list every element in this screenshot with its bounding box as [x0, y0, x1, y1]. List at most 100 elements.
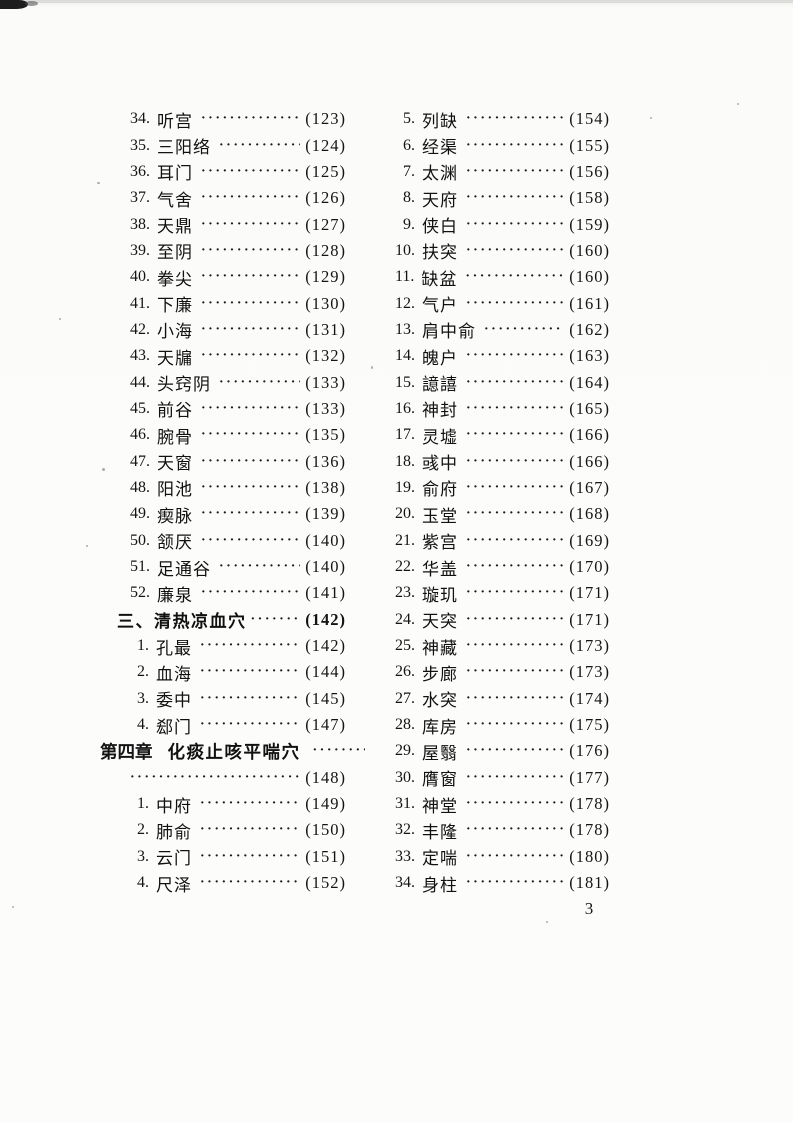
entry-page: (161)	[569, 293, 610, 313]
dot-leader	[201, 480, 300, 496]
entry-page: (166)	[569, 425, 610, 445]
scan-speck	[650, 117, 652, 119]
entry-number: 31.	[395, 795, 415, 813]
dot-leader	[201, 533, 300, 549]
toc-column-right: 5. 列缺 (154) 6. 经渠 (155) 7. 太渊 (156) 8.	[395, 106, 610, 896]
dot-leader	[466, 796, 564, 812]
toc-entry: 27. 水突 (174)	[395, 686, 610, 712]
entry-number: 3.	[137, 847, 149, 865]
toc-entry: 47. 天窗 (136)	[96, 448, 346, 474]
dot-leader	[200, 638, 300, 654]
dot-leader	[466, 638, 564, 654]
scan-speck	[371, 366, 373, 369]
entry-number: 24.	[395, 610, 415, 628]
entry-title: 身柱	[422, 875, 458, 895]
toc-entry: 29. 屋翳 (176)	[395, 738, 610, 764]
toc-entry: 42. 小海 (131)	[96, 317, 346, 343]
entry-title: 水突	[422, 691, 458, 711]
entry-page: (148)	[305, 767, 346, 787]
entry-title: 颔厌	[157, 533, 193, 553]
entry-page: (133)	[305, 398, 346, 418]
toc-entry: (148)	[96, 765, 346, 791]
entry-number: 50.	[130, 531, 150, 549]
entry-number: 34.	[395, 874, 415, 892]
dot-leader	[466, 454, 564, 470]
entry-page: (126)	[305, 188, 346, 208]
dot-leader	[466, 559, 564, 575]
entry-title: 委中	[156, 691, 192, 711]
dot-leader	[466, 822, 564, 838]
toc-entry: 26. 步廊 (173)	[395, 659, 610, 685]
entry-page: (177)	[569, 767, 610, 787]
entry-title: 膺窗	[422, 770, 458, 790]
entry-number: 15.	[395, 373, 415, 391]
entry-number: 30.	[395, 768, 415, 786]
dot-leader	[466, 849, 564, 865]
entry-title: 扶突	[422, 243, 458, 263]
dot-leader	[219, 559, 300, 575]
scan-speck	[59, 318, 61, 320]
toc-entry: 51. 足通谷 (140)	[96, 554, 346, 580]
toc-entry: 8. 天府 (158)	[395, 185, 610, 211]
entry-number: 2.	[137, 663, 149, 681]
toc-entry: 15. 譩譆 (164)	[395, 369, 610, 395]
entry-title: 云门	[156, 849, 192, 869]
entry-title: 天突	[422, 612, 458, 632]
entry-title: 步廊	[422, 664, 458, 684]
entry-title: 天府	[422, 190, 458, 210]
scan-speck	[102, 468, 105, 471]
toc-entry: 1. 中府 (149)	[96, 791, 346, 817]
entry-number: 47.	[130, 452, 150, 470]
scan-smudge	[25, 1, 38, 6]
entry-title: 譩譆	[422, 375, 458, 395]
entry-title: 足通谷	[157, 559, 211, 579]
entry-title: 前谷	[157, 401, 193, 421]
entry-title: 灵墟	[422, 427, 458, 447]
entry-title: 腕骨	[157, 427, 193, 447]
entry-title: 孔最	[156, 638, 192, 658]
entry-page: (178)	[569, 820, 610, 840]
entry-page: (180)	[569, 846, 610, 866]
toc-entry: 3. 云门 (151)	[96, 844, 346, 870]
dot-leader	[466, 348, 564, 364]
entry-number: 4.	[137, 716, 149, 734]
toc-entry: 第四章 化痰止咳平喘穴	[96, 738, 346, 764]
entry-number: 5.	[403, 110, 415, 128]
toc-entry: 34. 身柱 (181)	[395, 870, 610, 896]
toc-entry: 4. 尺泽 (152)	[96, 870, 346, 896]
dot-leader	[466, 217, 564, 233]
entry-title: 气舍	[157, 190, 193, 210]
entry-number: 2.	[137, 821, 149, 839]
toc-entry: 50. 颔厌 (140)	[96, 528, 346, 554]
entry-page: (138)	[305, 477, 346, 497]
entry-title: 库房	[422, 717, 458, 737]
entry-title: 侠白	[422, 217, 458, 237]
toc-entry: 3. 委中 (145)	[96, 686, 346, 712]
entry-page: (173)	[569, 636, 610, 656]
entry-title: 血海	[156, 664, 192, 684]
entry-page: (144)	[305, 662, 346, 682]
toc-entry: 43. 天牖 (132)	[96, 343, 346, 369]
toc-entry: 49. 瘈脉 (139)	[96, 501, 346, 527]
scan-speck	[97, 182, 100, 184]
toc-entry: 33. 定喘 (180)	[395, 844, 610, 870]
dot-leader	[251, 612, 301, 628]
entry-number: 49.	[130, 505, 150, 523]
entry-title: 太渊	[422, 164, 458, 184]
entry-page: (128)	[305, 240, 346, 260]
toc-entry: 34. 听宫 (123)	[96, 106, 346, 132]
toc-entry: 46. 腕骨 (135)	[96, 422, 346, 448]
toc-entry: 45. 前谷 (133)	[96, 396, 346, 422]
entry-page: (149)	[305, 794, 346, 814]
entry-title: 三阳络	[157, 138, 211, 158]
dot-leader	[466, 506, 564, 522]
entry-page: (133)	[305, 372, 346, 392]
toc-entry: 23. 璇玑 (171)	[395, 580, 610, 606]
entry-number: 35.	[130, 136, 150, 154]
dot-leader	[201, 296, 300, 312]
entry-title: 中府	[156, 796, 192, 816]
entry-number: 1.	[137, 795, 149, 813]
entry-number: 13.	[395, 320, 415, 338]
entry-number: 19.	[395, 478, 415, 496]
toc-column-left: 34. 听宫 (123) 35. 三阳络 (124) 36. 耳门 (125) …	[96, 106, 346, 896]
